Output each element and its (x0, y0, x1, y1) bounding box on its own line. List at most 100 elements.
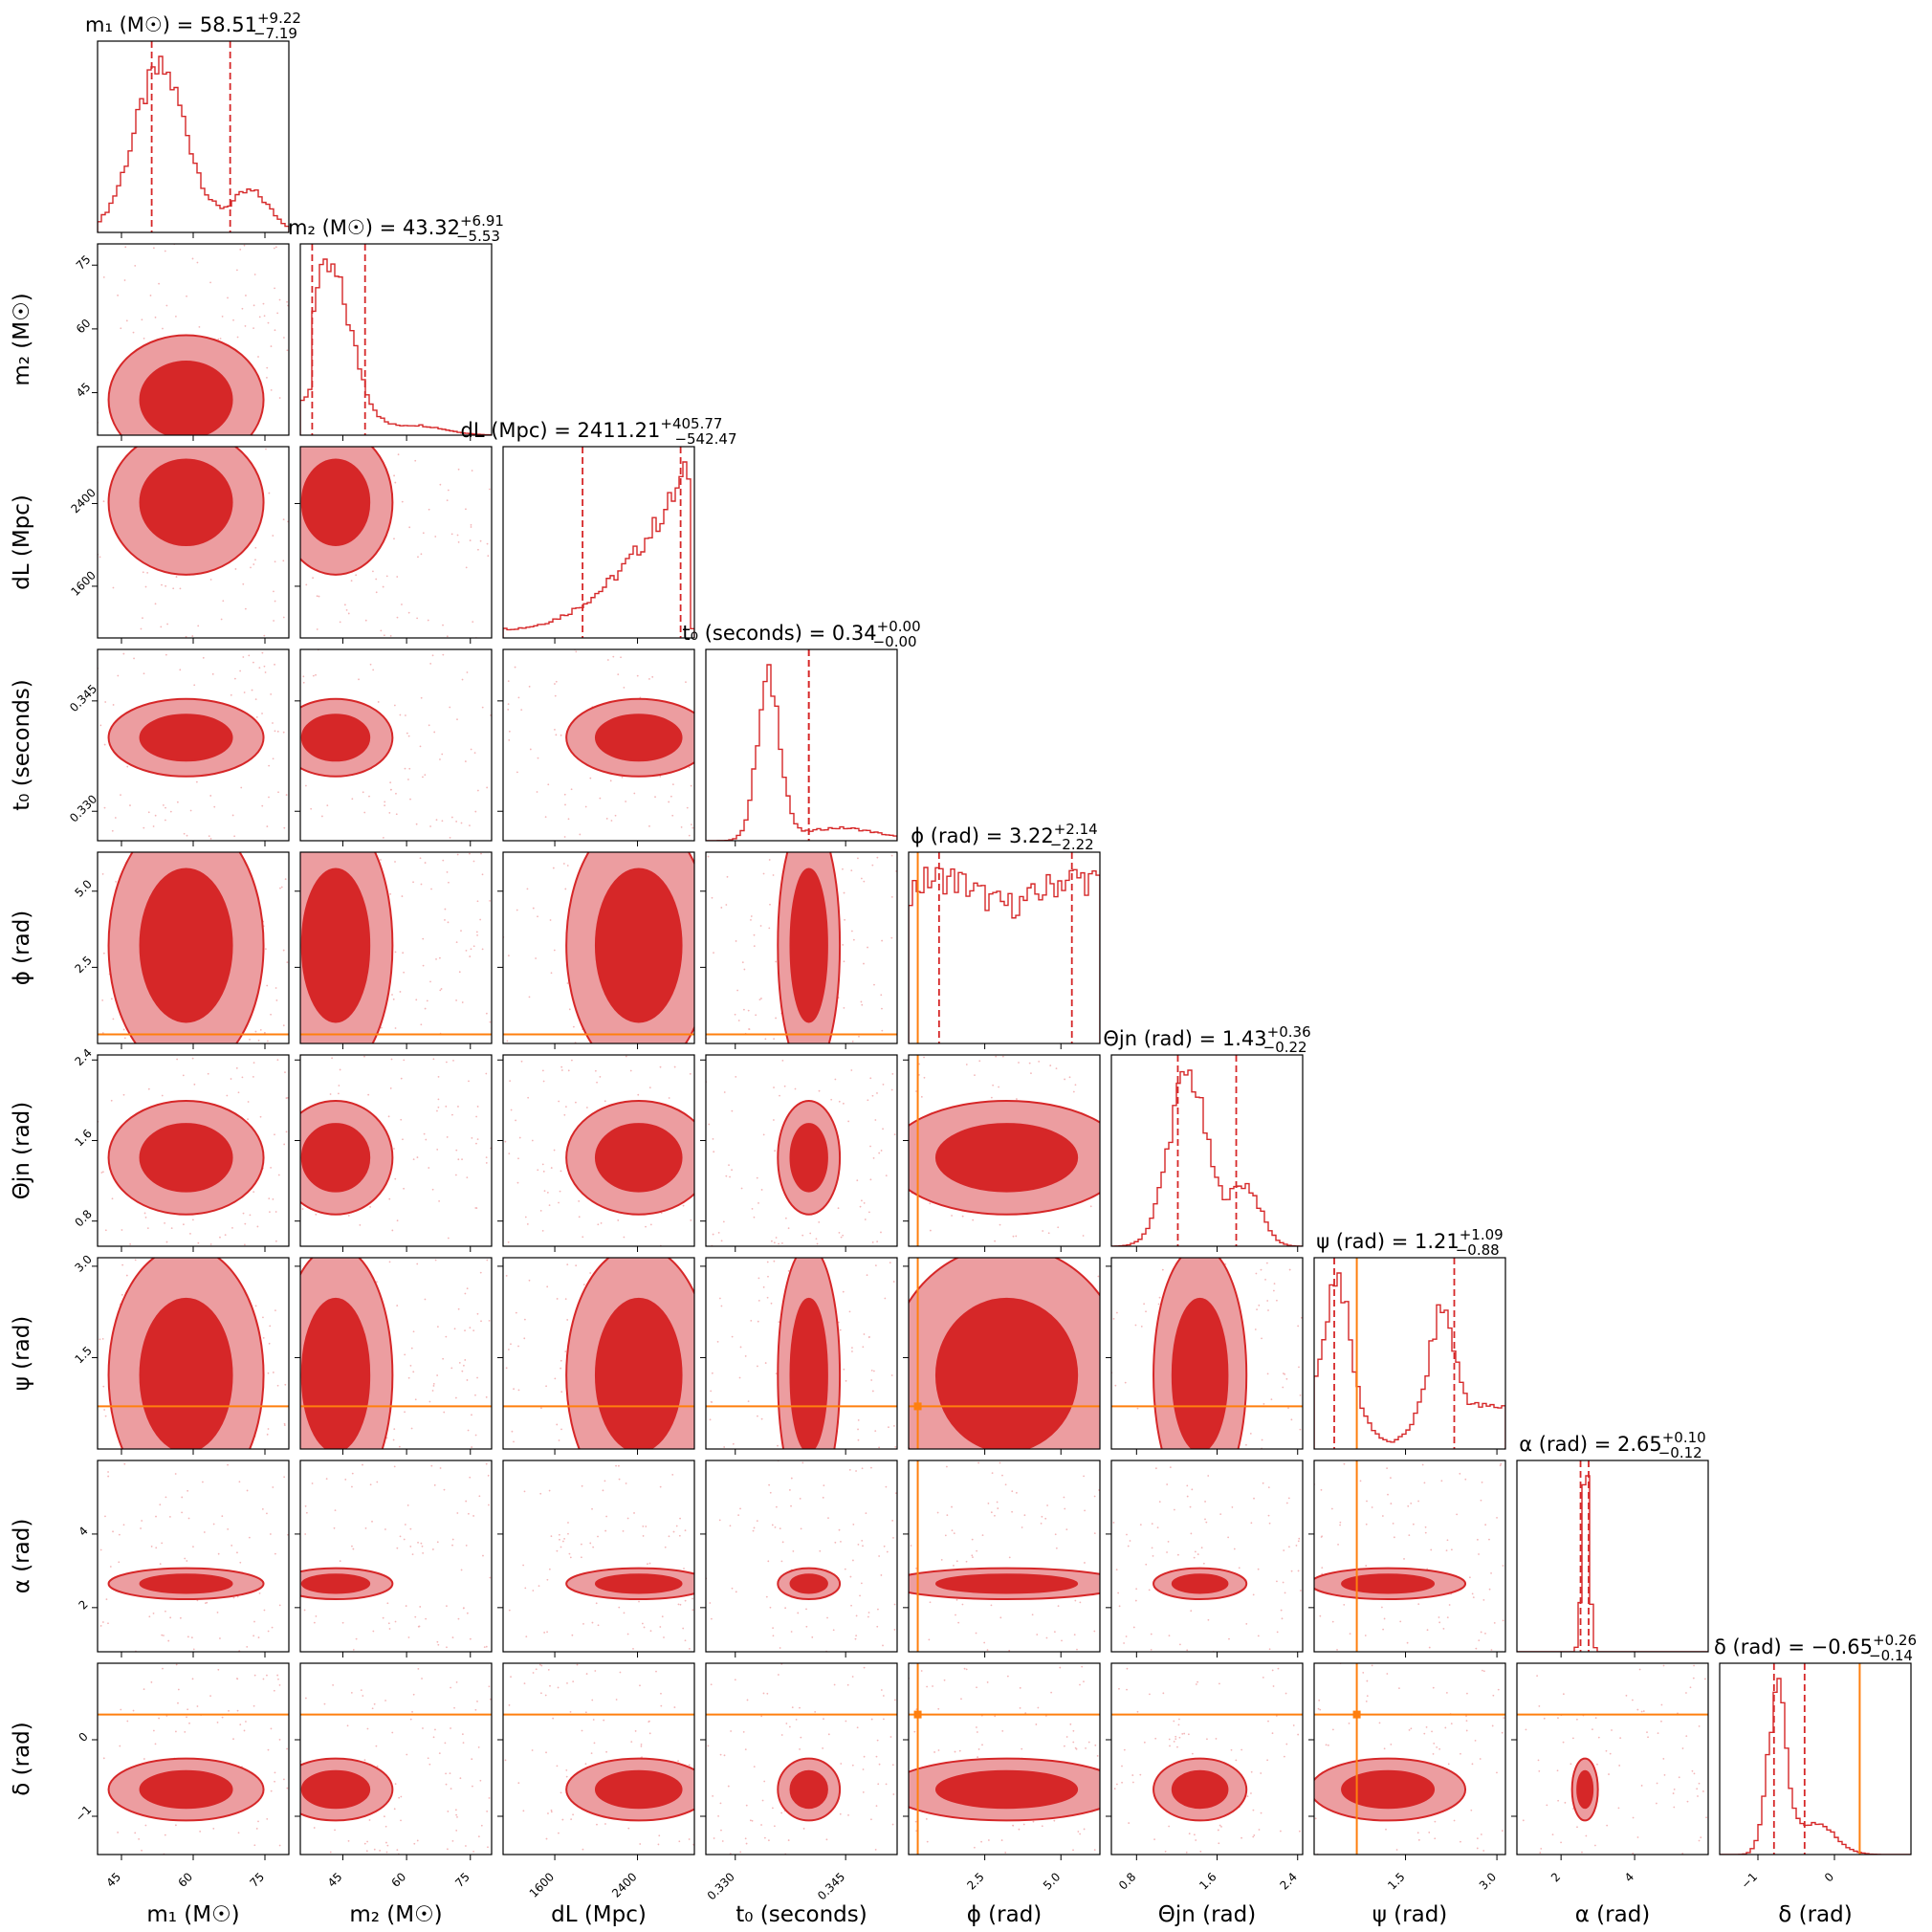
title-minus: −7.19 (253, 25, 297, 42)
contour-thetajn-delta (1111, 1667, 1303, 1854)
sample-point (302, 681, 305, 684)
sample-point (488, 1504, 490, 1506)
sample-point (1442, 1627, 1445, 1630)
sample-point (444, 1742, 447, 1745)
sample-point (216, 1721, 219, 1723)
y-tick-label: 75 (74, 252, 94, 273)
sample-point (270, 345, 273, 347)
sample-point (1585, 1834, 1588, 1837)
sample-point (971, 1554, 974, 1557)
title-minus: −0.12 (1658, 1444, 1702, 1461)
sample-point (731, 1169, 733, 1172)
sample-point (1267, 1486, 1270, 1488)
sample-point (735, 1076, 737, 1078)
sample-point (1154, 1467, 1157, 1470)
sample-point (999, 1461, 1001, 1464)
sample-point (1472, 1596, 1475, 1599)
sample-point (279, 887, 281, 889)
sample-point (1151, 1547, 1153, 1549)
sample-point (478, 1495, 481, 1498)
sample-point (976, 1726, 977, 1728)
sample-point (485, 1645, 488, 1648)
sample-point (190, 1636, 193, 1639)
sample-point (671, 814, 674, 817)
sample-point (552, 867, 555, 869)
sample-point (1008, 1649, 1011, 1652)
sample-point (140, 1527, 142, 1529)
sample-point (641, 1622, 644, 1625)
sample-point (566, 1682, 568, 1684)
sample-point (1256, 1308, 1258, 1311)
sample-point (567, 1522, 569, 1524)
sample-point (749, 1819, 752, 1822)
title-value: m₁ (M☉) = 58.51 (85, 13, 257, 36)
sample-point (610, 820, 613, 822)
contour-inner (139, 1123, 233, 1193)
sample-point (428, 1763, 431, 1766)
sample-point (1438, 1616, 1440, 1618)
sample-point (604, 1529, 607, 1532)
sample-point (852, 938, 855, 941)
sample-point (1403, 1558, 1405, 1560)
sample-point (1205, 1521, 1208, 1524)
sample-point (822, 1496, 824, 1499)
sample-point (272, 1372, 274, 1373)
sample-point (801, 1234, 804, 1237)
sample-point (1276, 1299, 1278, 1302)
sample-point (266, 1512, 268, 1515)
sample-point (1173, 1741, 1175, 1743)
sample-point (1151, 1523, 1153, 1526)
sample-point (893, 1629, 896, 1631)
sample-point (1432, 1752, 1435, 1755)
sample-point (562, 1540, 564, 1543)
sample-point (751, 1207, 754, 1210)
sample-point (485, 1462, 488, 1465)
sample-point (1065, 1528, 1068, 1531)
sample-point (385, 1841, 387, 1844)
sample-point (1218, 1842, 1220, 1845)
title-value: Θjn (rad) = 1.43 (1103, 1027, 1266, 1050)
sample-point (388, 1261, 391, 1263)
sample-point (1407, 1504, 1410, 1507)
sample-point (1656, 1782, 1658, 1785)
sample-point (451, 1544, 453, 1547)
sample-point (465, 566, 468, 569)
sample-point (273, 1689, 275, 1692)
title-minus: −0.00 (873, 633, 917, 650)
contour-inner (934, 1297, 1079, 1449)
sample-point (236, 1595, 239, 1598)
sample-point (623, 687, 626, 689)
sample-point (467, 1429, 470, 1432)
sample-point (393, 538, 395, 540)
sample-point (471, 1446, 473, 1448)
panel-frame (502, 1460, 695, 1653)
sample-point (532, 907, 535, 910)
sample-point (550, 1167, 553, 1169)
sample-point (175, 1663, 178, 1666)
sample-point (520, 1060, 523, 1063)
sample-point (757, 1320, 759, 1323)
sample-point (910, 1545, 912, 1547)
sample-point (615, 1464, 617, 1467)
contour-m2-t0 (300, 649, 492, 839)
sample-point (448, 881, 450, 884)
sample-point (227, 296, 229, 299)
sample-point (1252, 1835, 1255, 1838)
sample-point (604, 1823, 606, 1825)
sample-point (582, 1622, 584, 1625)
sample-point (1331, 1620, 1334, 1623)
sample-point (946, 1514, 949, 1517)
sample-point (787, 1227, 790, 1230)
sample-point (873, 983, 875, 986)
sample-point (753, 1526, 756, 1529)
x-tick-label: 1600 (527, 1870, 557, 1899)
title-plus: +0.36 (1267, 1023, 1311, 1041)
sample-point (843, 960, 845, 963)
sample-point (1124, 1381, 1127, 1384)
sample-point (436, 1109, 438, 1112)
sample-point (863, 962, 865, 965)
sample-point (623, 1612, 626, 1614)
sample-point (487, 555, 490, 558)
sample-point (268, 764, 271, 767)
sample-point (537, 757, 539, 759)
